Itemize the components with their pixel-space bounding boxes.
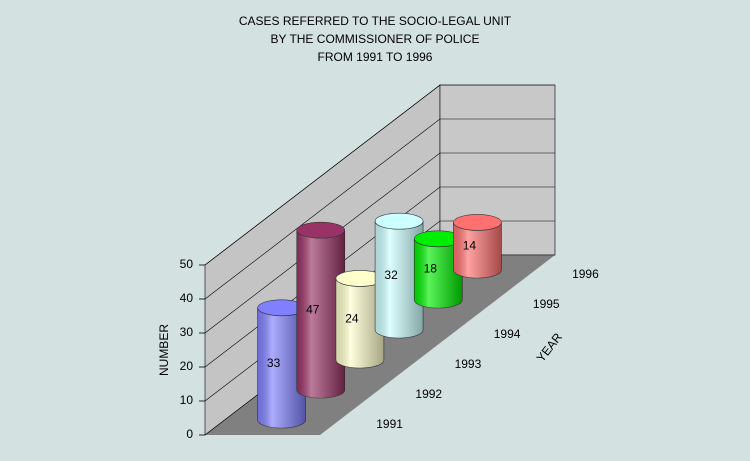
value-label: 18 — [424, 262, 438, 276]
y-tick-label: 50 — [180, 257, 194, 271]
value-label: 33 — [267, 356, 281, 370]
y-tick-label: 20 — [180, 359, 194, 373]
y-tick-label: 30 — [180, 325, 194, 339]
x-tick-label: 1992 — [415, 387, 442, 401]
bar-shade — [296, 230, 345, 398]
bar-shade — [414, 238, 463, 308]
grid-line — [204, 152, 555, 334]
grid-line — [204, 84, 555, 266]
chart-title: BY THE COMMISSIONER OF POLICE — [271, 32, 480, 46]
value-label: 32 — [384, 268, 398, 282]
chart-title: FROM 1991 TO 1996 — [318, 50, 433, 64]
bar-shade — [375, 221, 424, 338]
x-tick-label: 1994 — [494, 327, 521, 341]
bar-shade — [257, 307, 306, 428]
value-label: 24 — [345, 311, 359, 325]
bar-shade — [335, 278, 384, 368]
value-label: 14 — [463, 238, 477, 252]
y-tick-label: 40 — [180, 291, 194, 305]
bar-shade — [453, 222, 502, 278]
bar-top — [296, 221, 346, 239]
y-tick-label: 0 — [186, 427, 193, 441]
y-axis-label: NUMBER — [157, 324, 171, 376]
x-axis-label: YEAR — [534, 330, 565, 365]
x-tick-label: 1995 — [533, 297, 560, 311]
y-tick-label: 10 — [180, 393, 194, 407]
value-label: 47 — [306, 302, 320, 316]
grid-line — [204, 118, 555, 300]
x-tick-label: 1993 — [455, 357, 482, 371]
x-tick-label: 1991 — [376, 417, 403, 431]
bar-top — [374, 212, 424, 230]
bar-top — [453, 214, 502, 231]
x-tick-label: 1996 — [572, 267, 599, 281]
chart-title: CASES REFERRED TO THE SOCIO-LEGAL UNIT — [239, 14, 512, 28]
